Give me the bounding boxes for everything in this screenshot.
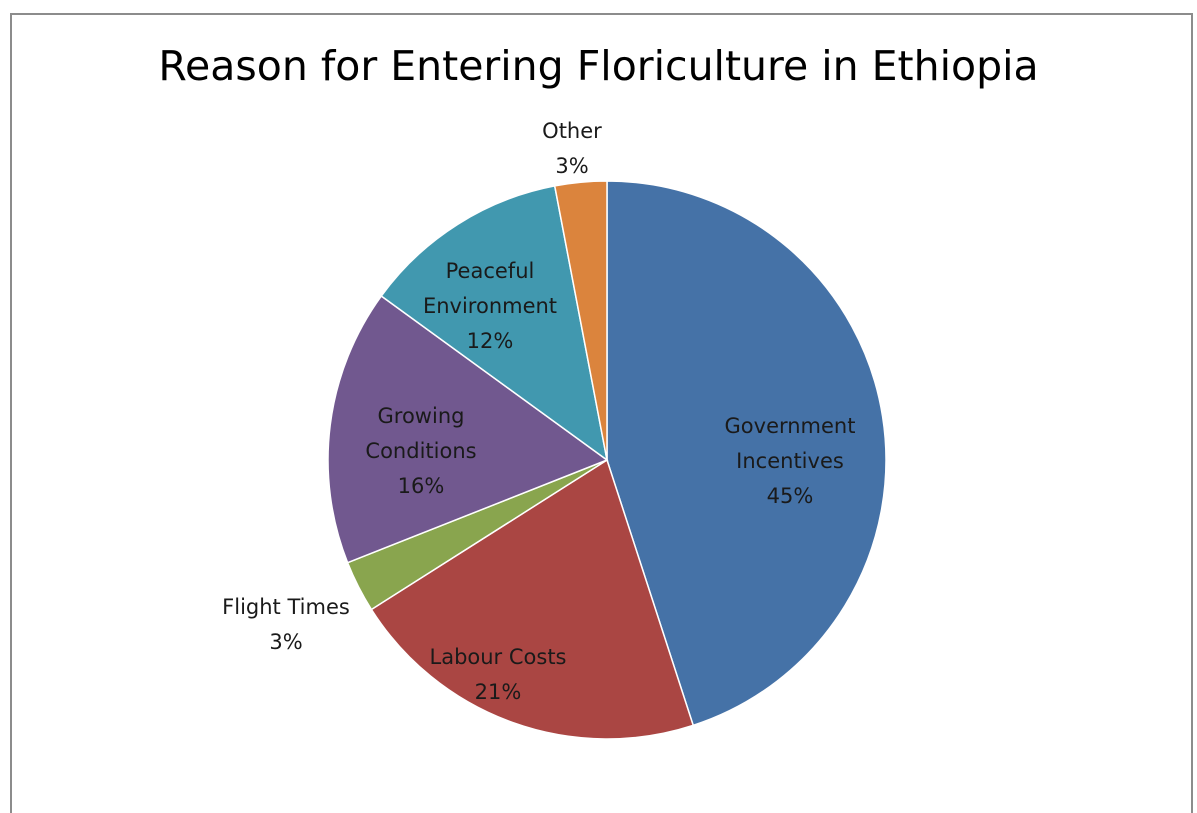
slice-label-other: Other 3% <box>542 119 602 178</box>
pie-slice-growing-conditions <box>327 294 609 564</box>
slice-label-peaceful-environment: Peaceful Environment 12% <box>423 259 557 353</box>
slice-label-government-incentives: Government Incentives 45% <box>725 414 856 508</box>
slice-label-flight-times: Flight Times 3% <box>222 595 350 654</box>
pie-slice-government-incentives <box>606 180 887 727</box>
slice-label-growing-conditions: Growing Conditions 16% <box>365 404 476 498</box>
pie-slice-other <box>553 180 608 461</box>
pie-slice-peaceful-environment <box>380 185 609 462</box>
chart-title: Reason for Entering Floriculture in Ethi… <box>158 42 1039 90</box>
pie-slices <box>327 180 887 740</box>
slice-label-labour-costs: Labour Costs 21% <box>430 645 567 704</box>
pie-labels: Government Incentives 45% Labour Costs 21% Fl… <box>222 119 855 704</box>
pie-slice-labour-costs <box>370 458 695 740</box>
